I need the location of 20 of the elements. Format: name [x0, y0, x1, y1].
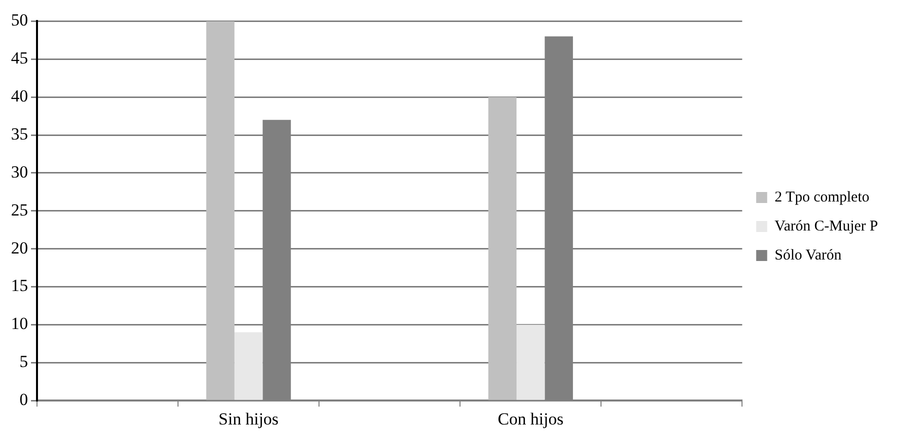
y-tick-label: 25: [11, 200, 28, 220]
y-tick-label: 30: [11, 162, 28, 182]
x-tick-label: Con hijos: [498, 409, 564, 428]
y-tick-label: 20: [11, 238, 28, 258]
y-tick-label: 10: [11, 314, 28, 334]
y-tick-label: 40: [11, 86, 28, 106]
bar: [488, 97, 517, 400]
y-tick-label: 15: [11, 276, 28, 296]
bar: [516, 324, 545, 400]
y-tick-label: 35: [11, 124, 28, 144]
y-tick-label: 50: [11, 10, 28, 30]
legend-label: Sólo Varón: [774, 247, 842, 264]
y-tick-label: 0: [20, 390, 28, 410]
y-tick-label: 45: [11, 48, 28, 68]
x-tick-label: Sin hijos: [218, 409, 279, 428]
y-tick-label: 5: [20, 352, 28, 372]
legend-label: 2 Tpo completo: [774, 189, 870, 206]
bar: [206, 21, 234, 400]
bar: [234, 332, 263, 400]
legend-label: Varón C-Mujer P: [774, 218, 878, 234]
